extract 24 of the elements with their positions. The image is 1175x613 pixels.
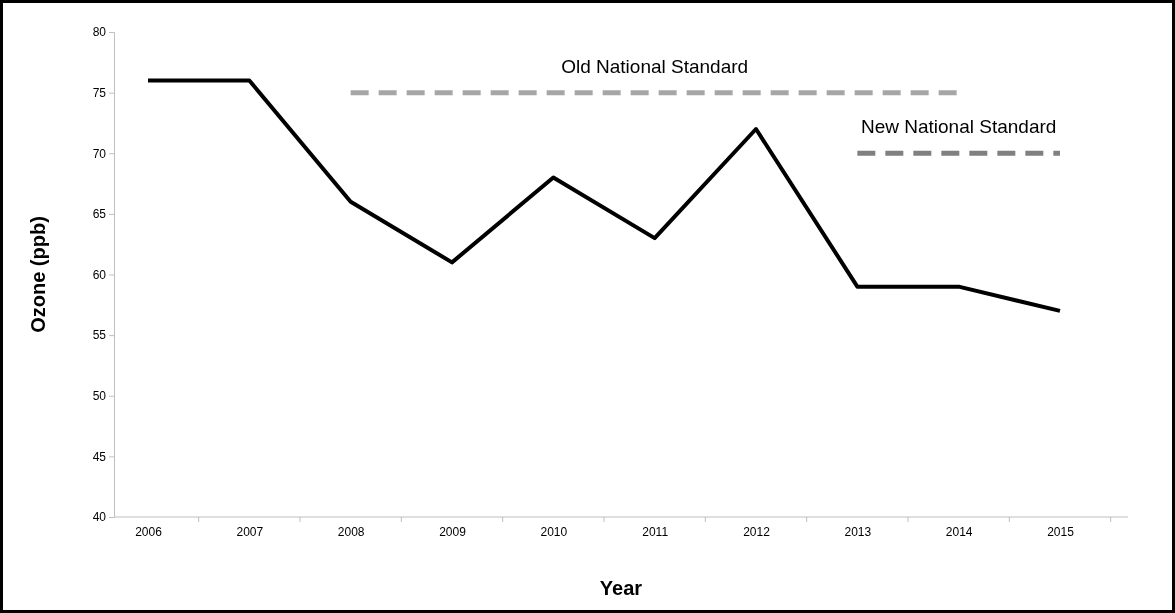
x-tick-label: 2015	[1047, 524, 1075, 539]
y-tick-label: 55	[92, 328, 107, 343]
y-tick-label: 75	[92, 85, 107, 100]
x-axis-title: Year	[599, 577, 643, 599]
line-series	[146, 78, 1062, 313]
x-tick-label: 2010	[540, 524, 568, 539]
x-tick-label: 2006	[135, 524, 163, 539]
y-tick-label: 65	[92, 207, 107, 222]
series-label: New National Standard	[860, 116, 1057, 138]
x-tick-label: 2013	[844, 524, 872, 539]
x-tick-label: 2008	[337, 524, 365, 539]
y-tick-label: 70	[92, 146, 107, 161]
x-tick-label: 2007	[236, 524, 264, 539]
series-label: Old National Standard	[561, 55, 749, 77]
y-axis-title: Ozone (ppb)	[27, 216, 49, 333]
y-tick-label: 50	[92, 389, 107, 404]
y-tick-label: 40	[92, 510, 107, 525]
x-tick-label: 2012	[743, 524, 771, 539]
y-tick-label: 60	[92, 267, 107, 282]
x-tick-label: 2009	[439, 524, 467, 539]
x-tick-label: 2011	[642, 524, 669, 539]
y-tick-label: 45	[92, 449, 107, 464]
y-tick-label: 80	[92, 25, 107, 40]
x-tick-label: 2014	[945, 524, 973, 539]
